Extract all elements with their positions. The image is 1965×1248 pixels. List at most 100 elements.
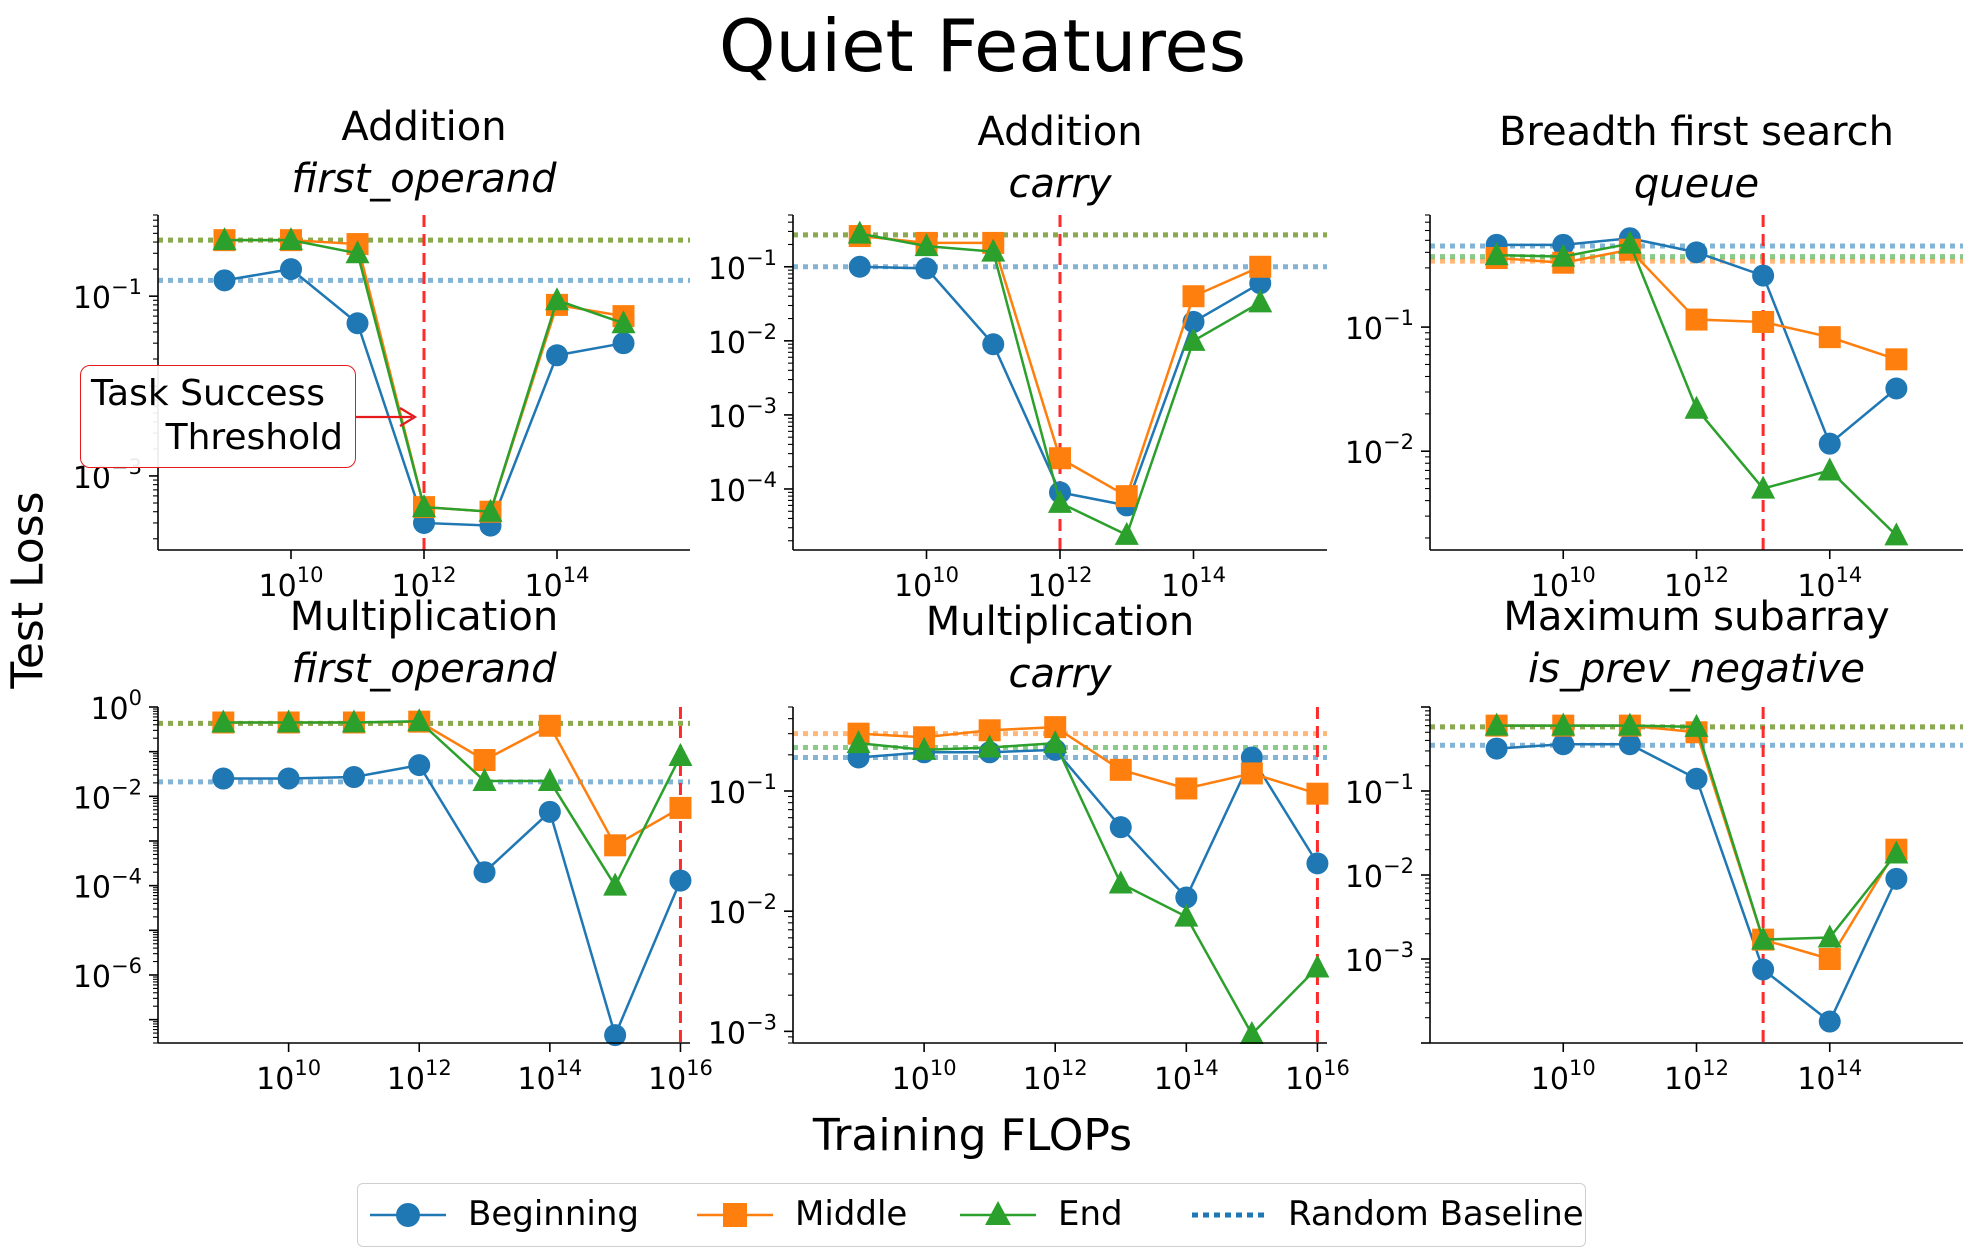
callout-line-1: Task Success (91, 373, 326, 414)
x-tick-label: 1014 (1797, 563, 1862, 604)
y-tick-label: 10−2 (708, 890, 777, 931)
data-point-beginning (1685, 241, 1708, 264)
subplot-title: Breadth first search (1499, 109, 1894, 155)
x-tick-label: 1010 (256, 1056, 321, 1097)
legend-middle-marker (697, 1203, 773, 1227)
data-point-end (1617, 712, 1642, 736)
x-tick-label: 1016 (1285, 1056, 1350, 1097)
subplot-subtitle: is_prev_negative (1528, 646, 1865, 692)
x-tick-label: 1012 (387, 1056, 452, 1097)
y-tick-label: 100 (90, 686, 142, 727)
data-point-end (1751, 926, 1776, 950)
x-tick-label: 1014 (1797, 1056, 1862, 1097)
data-point-beginning (982, 333, 1005, 356)
data-point-end (847, 220, 872, 244)
y-tick-label: 10−4 (73, 865, 142, 906)
subplot-title: Addition (341, 104, 506, 150)
data-point-beginning (1818, 432, 1841, 455)
data-point-end (1751, 475, 1776, 499)
data-point-beginning (848, 255, 871, 278)
data-point-beginning (213, 269, 236, 292)
y-tick-label: 10−2 (708, 320, 777, 361)
x-tick-label: 1012 (1028, 563, 1093, 604)
data-point-middle (978, 719, 1001, 742)
x-axis-label: Training FLOPs (812, 1110, 1133, 1161)
data-point-middle (538, 714, 561, 737)
data-point-beginning (342, 766, 365, 789)
legend-baseline-line (1192, 1212, 1264, 1218)
data-point-end (478, 498, 503, 522)
data-point-beginning (1175, 886, 1198, 909)
series-line-end (1496, 242, 1898, 537)
legend: Beginning Middle End Random Baseline (357, 1183, 1586, 1247)
data-point-beginning (1818, 1010, 1841, 1033)
subplot-subtitle: carry (1008, 651, 1112, 697)
legend-end-marker (960, 1201, 1036, 1225)
data-point-beginning (277, 767, 300, 790)
data-point-end (412, 494, 436, 518)
data-point-end (1484, 242, 1509, 266)
callout-line-2: Threshold (165, 417, 343, 458)
data-point-end (611, 310, 636, 334)
subplot-4: Multiplication first_operand 100 10−2 10−4 10… (73, 594, 713, 1097)
subplot-5: Multiplication carry 10−1 10−2 10−3 1010 1012 1… (708, 599, 1350, 1097)
subplot-6: Maximum subarray is_prev_negative 10−1 10−2… (1345, 594, 1963, 1097)
data-point-end (1551, 243, 1576, 267)
data-point-beginning (538, 800, 561, 823)
data-point-beginning (1685, 767, 1708, 790)
y-tick-label: 10−1 (708, 246, 777, 287)
data-point-end (276, 709, 301, 733)
data-point-middle (669, 796, 692, 819)
data-point-end (1305, 954, 1330, 978)
data-point-middle (1109, 758, 1132, 781)
data-point-end (1684, 395, 1709, 419)
y-tick-label: 10−6 (73, 954, 142, 995)
data-point-end (1684, 713, 1709, 737)
data-point-end (1817, 924, 1842, 948)
series-line-end (1496, 724, 1898, 941)
y-tick-label: 10−2 (1345, 430, 1414, 471)
subplot-title: Multiplication (926, 599, 1195, 645)
subplot-subtitle: first_operand (292, 156, 558, 202)
x-tick-label: 1016 (648, 1056, 713, 1097)
x-tick-label: 1012 (1664, 563, 1729, 604)
data-point-middle (1115, 485, 1138, 508)
data-point-beginning (1618, 733, 1641, 756)
data-point-end (1114, 521, 1139, 545)
data-point-end (1181, 327, 1206, 351)
data-point-end (668, 742, 693, 766)
data-point-beginning (1485, 737, 1508, 760)
data-point-end (1239, 1021, 1264, 1045)
data-point-middle (1049, 447, 1071, 470)
callout-arrow-head (399, 407, 418, 427)
data-point-beginning (1885, 867, 1908, 890)
data-point-beginning (1885, 377, 1908, 400)
subplot-3: Breadth first search queue 10−1 10−2 1010 101… (1345, 109, 1963, 604)
y-tick-label: 10−4 (708, 468, 777, 509)
data-point-end (345, 240, 370, 264)
data-point-end (1551, 712, 1576, 736)
data-point-end (1817, 457, 1842, 481)
data-point-beginning (669, 869, 692, 892)
series-line-beginning (223, 763, 682, 1039)
data-point-beginning (1552, 733, 1575, 756)
y-tick-label: 10−3 (708, 1010, 777, 1051)
data-point-end (1884, 840, 1909, 864)
x-tick-label: 1010 (1531, 1056, 1596, 1097)
x-tick-label: 1010 (259, 563, 324, 604)
data-point-end (981, 238, 1006, 262)
data-point-end (341, 709, 366, 733)
y-tick-label: 10−1 (1345, 770, 1414, 811)
data-point-beginning (212, 767, 235, 790)
x-tick-label: 1012 (392, 563, 457, 604)
x-tick-label: 1012 (1664, 1056, 1729, 1097)
x-tick-label: 1014 (1161, 563, 1226, 604)
y-tick-label: 10−2 (1345, 854, 1414, 895)
task-success-threshold-callout: Task Success Threshold (80, 365, 356, 468)
data-point-end (1884, 522, 1909, 546)
x-tick-label: 1014 (1154, 1056, 1219, 1097)
data-point-end (472, 768, 497, 792)
legend-label-end: End (1058, 1194, 1123, 1234)
data-point-middle (1685, 308, 1708, 331)
